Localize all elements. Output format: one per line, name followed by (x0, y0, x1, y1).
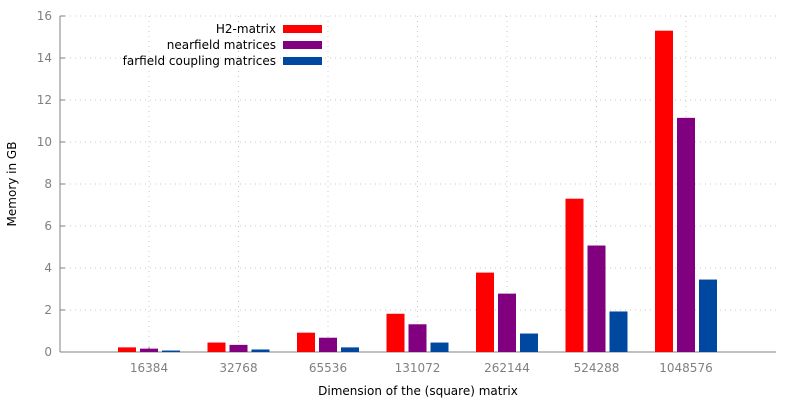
legend-label: nearfield matrices (167, 38, 276, 52)
y-tick-label: 16 (37, 9, 52, 23)
legend-swatch (283, 25, 322, 33)
y-tick-label: 0 (44, 345, 52, 359)
legend-label: H2-matrix (216, 22, 276, 36)
bar-farfield-coupling-matrices-32768 (251, 349, 270, 352)
x-tick-label: 1048576 (659, 361, 712, 375)
x-tick-label: 262144 (484, 361, 530, 375)
y-axis-title: Memory in GB (5, 142, 19, 227)
bar-farfield-coupling-matrices-262144 (520, 333, 538, 352)
x-tick-label: 65536 (309, 361, 347, 375)
axis-ticks: 0 2 4 6 8 10 12 14 16 16384 32768 65536 131072 262144… (37, 9, 713, 375)
bar-h2-matrix-16384 (118, 347, 136, 352)
bar-nearfield-matrices-65536 (319, 337, 337, 352)
bar-farfield-coupling-matrices-131072 (430, 342, 449, 352)
bar-h2-matrix-262144 (476, 272, 494, 352)
bar-farfield-coupling-matrices-524288 (609, 311, 628, 352)
bar-h2-matrix-1048576 (655, 30, 673, 352)
legend-label: farfield coupling matrices (123, 54, 276, 68)
y-tick-label: 2 (44, 303, 52, 317)
bar-nearfield-matrices-1048576 (677, 117, 695, 352)
bar-h2-matrix-524288 (565, 198, 584, 352)
bar-h2-matrix-32768 (207, 342, 226, 352)
bars (118, 30, 717, 352)
legend-swatch (283, 57, 322, 65)
y-tick-label: 14 (37, 51, 52, 65)
bar-nearfield-matrices-32768 (229, 344, 248, 352)
y-tick-label: 4 (44, 261, 52, 275)
x-tick-label: 131072 (395, 361, 441, 375)
bar-nearfield-matrices-131072 (408, 324, 427, 352)
bar-farfield-coupling-matrices-1048576 (699, 279, 717, 352)
y-tick-label: 12 (37, 93, 52, 107)
bar-nearfield-matrices-262144 (498, 293, 516, 352)
y-tick-label: 10 (37, 135, 52, 149)
bar-nearfield-matrices-524288 (587, 245, 606, 352)
x-tick-label: 32768 (219, 361, 257, 375)
legend-swatch (283, 41, 322, 49)
legend: H2-matrix nearfield matrices farfield coup… (123, 22, 322, 68)
bar-farfield-coupling-matrices-16384 (162, 350, 180, 352)
y-tick-label: 8 (44, 177, 52, 191)
bar-farfield-coupling-matrices-65536 (341, 347, 359, 352)
bar-h2-matrix-131072 (386, 313, 405, 352)
x-tick-label: 16384 (130, 361, 168, 375)
bar-nearfield-matrices-16384 (140, 348, 158, 352)
x-tick-label: 524288 (574, 361, 620, 375)
x-axis-title: Dimension of the (square) matrix (318, 384, 518, 398)
bar-h2-matrix-65536 (297, 332, 315, 352)
y-tick-label: 6 (44, 219, 52, 233)
